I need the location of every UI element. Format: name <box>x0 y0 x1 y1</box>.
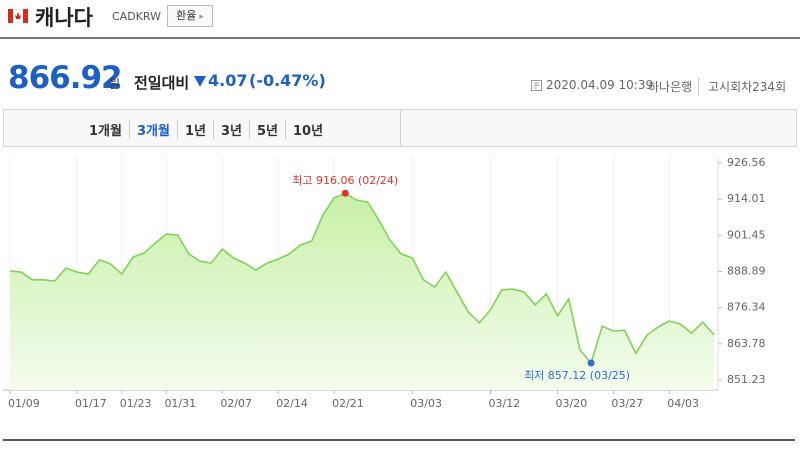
x-tick-label: 04/03 <box>667 397 699 410</box>
bottom-rule <box>3 439 795 441</box>
y-tick-label: 863.78 <box>727 337 766 350</box>
x-tick-label: 01/31 <box>164 397 196 410</box>
x-tick-label: 01/17 <box>75 397 107 410</box>
period-tabs: 1개월 3개월 1년 3년 5년 10년 <box>3 109 797 147</box>
period-tab[interactable]: 1개월 <box>89 124 122 139</box>
clock-icon <box>531 80 542 91</box>
rate-button[interactable]: 환율 ▸ <box>167 5 213 27</box>
currency-code: CADKRW <box>112 10 161 23</box>
area-fill <box>10 193 714 390</box>
button-arrow: ▸ <box>196 12 204 22</box>
low-label: 최저 857.12 (03/25) <box>524 369 630 382</box>
tab-list: 1개월 3개월 1년 3년 5년 10년 <box>82 120 330 139</box>
period-tab[interactable]: 1년 <box>176 120 213 139</box>
change-value: 4.07 <box>208 71 248 90</box>
period-tab[interactable]: 10년 <box>284 120 330 139</box>
x-tick-label: 03/20 <box>556 397 588 410</box>
country-name: 캐나다 <box>35 6 93 30</box>
x-tick-label: 03/12 <box>489 397 521 410</box>
y-tick-label: 914.01 <box>727 192 766 205</box>
x-tick-label: 03/03 <box>410 397 442 410</box>
button-label: 환율 <box>176 9 197 22</box>
period-tab[interactable]: 3년 <box>212 120 249 139</box>
bank: 하나은행 <box>648 78 700 95</box>
change-label: 전일대비 <box>134 74 190 92</box>
x-tick-label: 02/21 <box>332 397 364 410</box>
y-tick-label: 926.56 <box>727 156 766 169</box>
high-label: 최고 916.06 (02/24) <box>292 174 398 187</box>
down-arrow <box>194 76 206 87</box>
notice-round: 고시회차234회 <box>708 80 787 94</box>
low-point <box>587 359 595 367</box>
y-tick-label: 888.89 <box>727 265 766 278</box>
y-tick-label: 851.23 <box>727 373 766 386</box>
x-tick-label: 01/09 <box>8 397 40 410</box>
price-unit: 원 <box>109 77 121 91</box>
flag-icon <box>8 9 28 23</box>
period-tab[interactable]: 3개월 <box>128 120 177 139</box>
header-rule <box>0 37 800 39</box>
x-tick-label: 01/23 <box>120 397 152 410</box>
change-percent: (-0.47%) <box>249 71 326 90</box>
high-point <box>341 189 349 197</box>
price: 866.92 <box>8 60 123 96</box>
period-tab[interactable]: 5년 <box>248 120 285 139</box>
datetime: 2020.04.09 10:39 <box>546 78 654 92</box>
chart: 851.23 863.78 876.34 888.89 901.45 914.01 926.… <box>3 155 795 441</box>
y-tick-label: 876.34 <box>727 301 766 314</box>
x-tick-label: 02/14 <box>276 397 308 410</box>
line <box>9 192 715 365</box>
x-tick-label: 02/07 <box>220 397 252 410</box>
x-tick-label: 03/27 <box>611 397 643 410</box>
y-tick-label: 901.45 <box>727 228 766 241</box>
tab-divider <box>400 110 401 146</box>
